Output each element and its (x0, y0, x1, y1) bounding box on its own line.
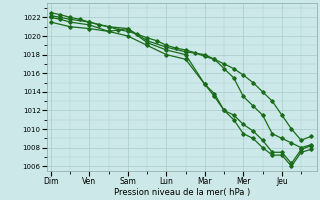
X-axis label: Pression niveau de la mer( hPa ): Pression niveau de la mer( hPa ) (114, 188, 250, 197)
